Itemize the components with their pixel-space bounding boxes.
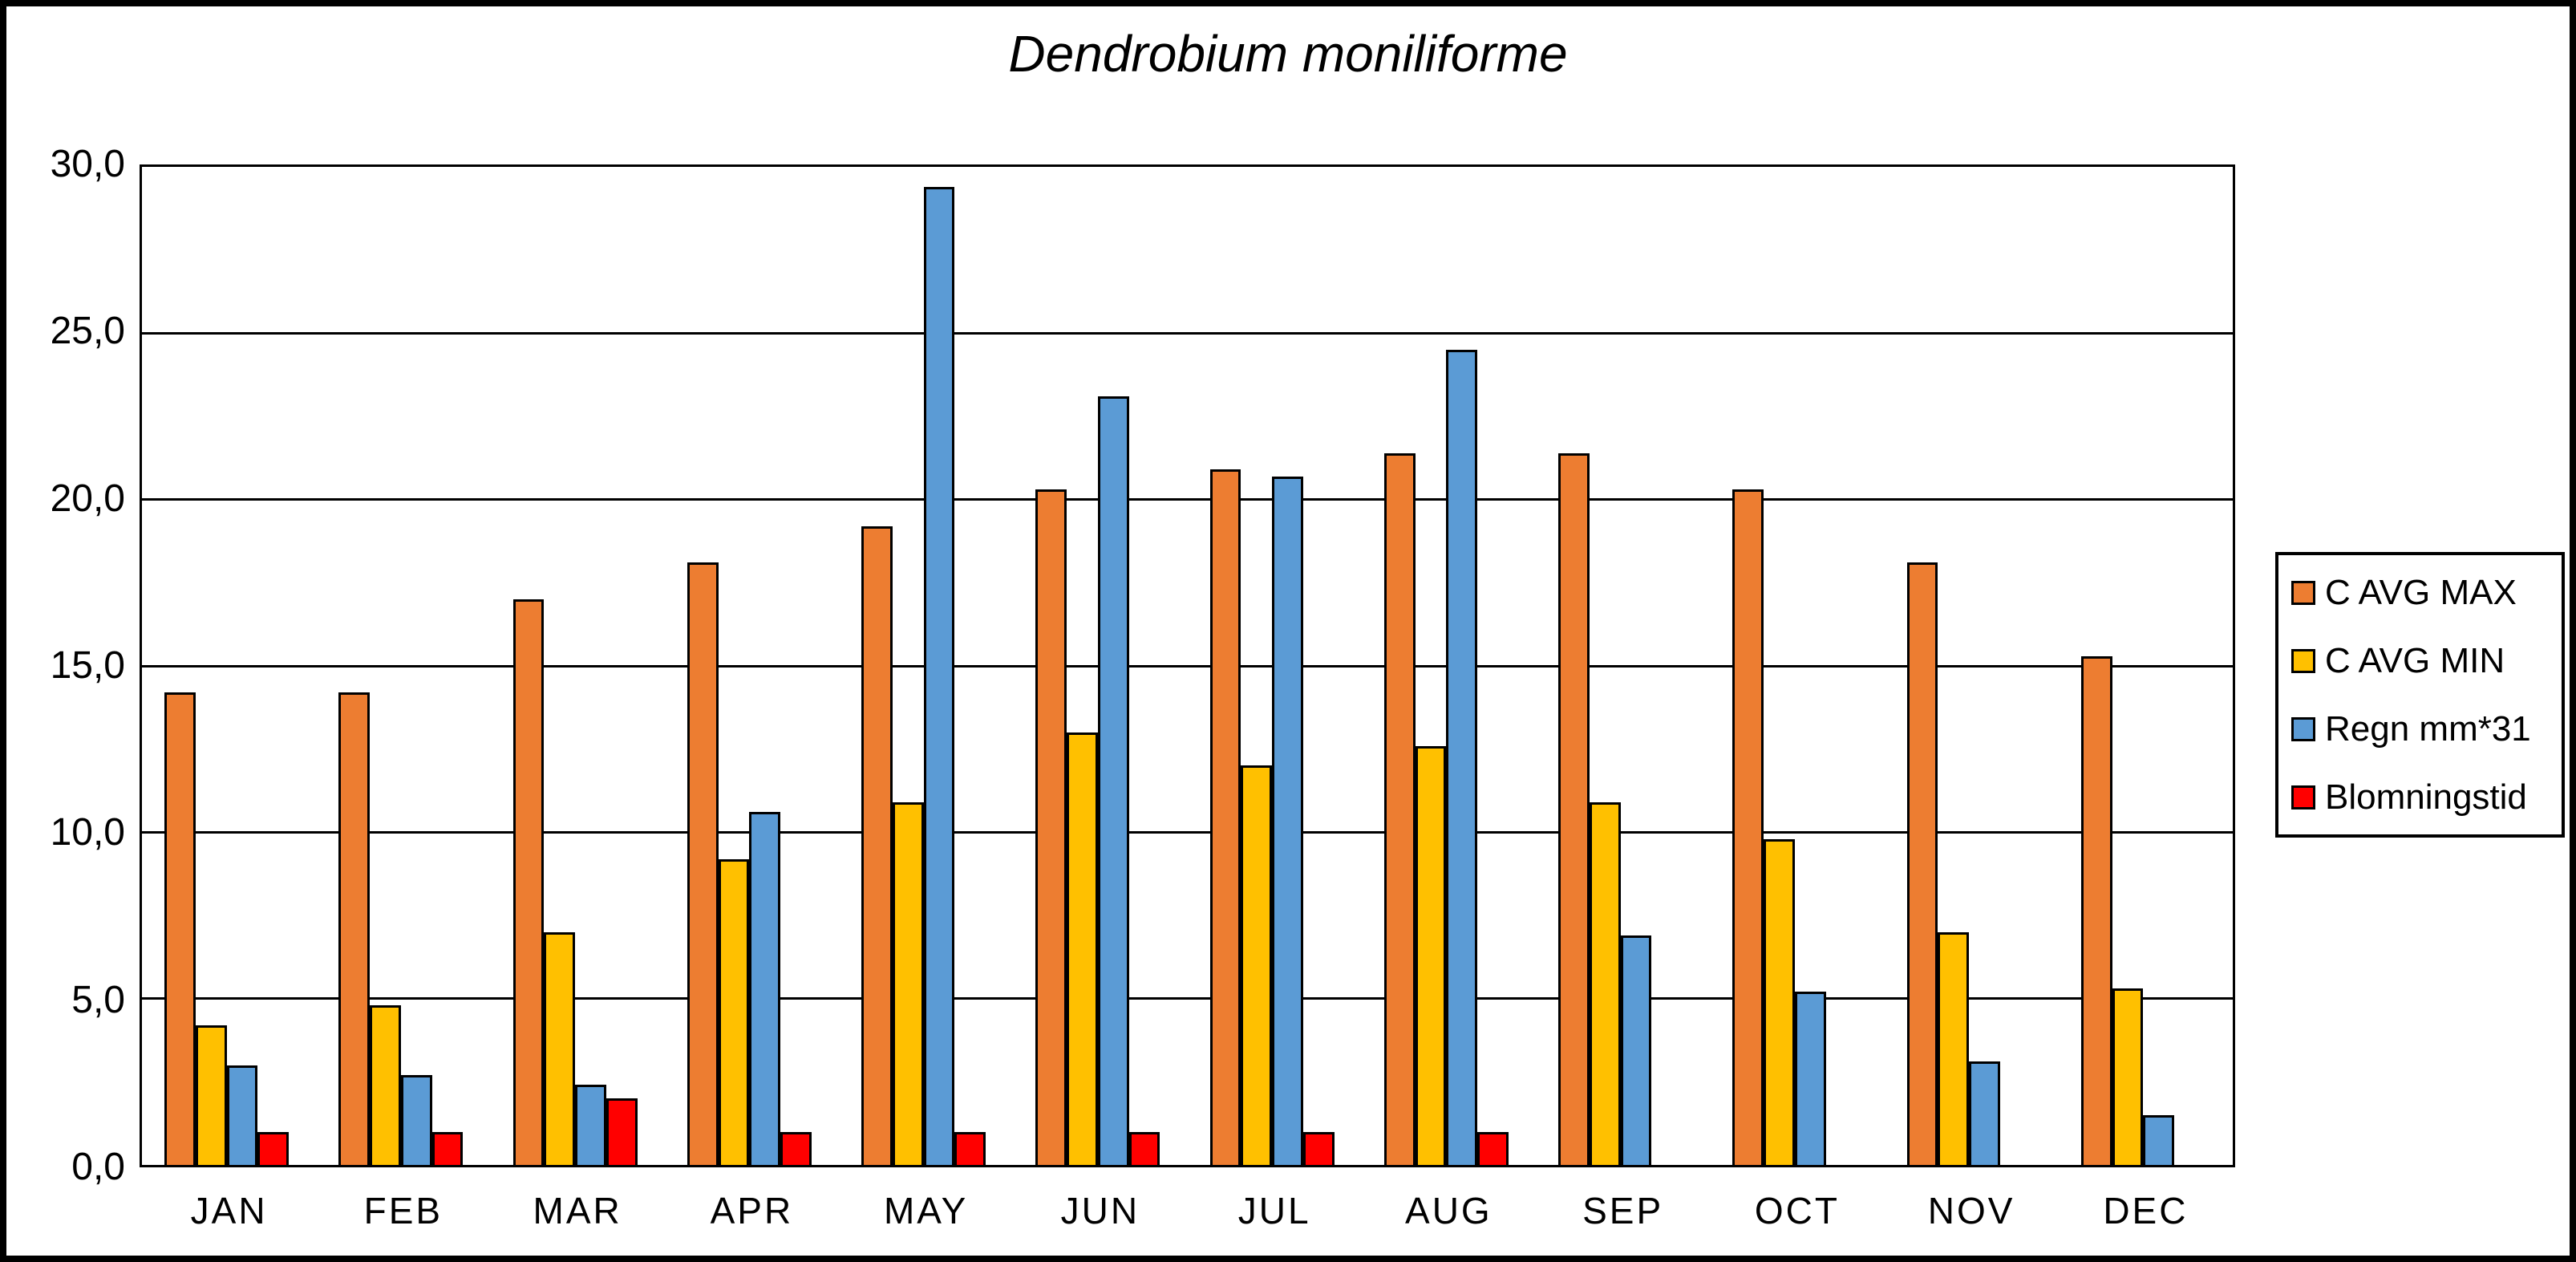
x-axis-month-label: JUL — [1237, 1190, 1311, 1232]
bar — [2143, 1114, 2175, 1165]
x-axis-month-label: FEB — [363, 1190, 444, 1232]
gridline — [142, 664, 2233, 668]
y-axis-tick-label: 20,0 — [50, 477, 125, 520]
gridline — [142, 830, 2233, 834]
legend-swatch — [2291, 648, 2315, 673]
bar — [687, 562, 719, 1165]
bar — [1620, 935, 1652, 1165]
bar — [1097, 396, 1129, 1165]
bar — [1241, 765, 1273, 1165]
bar — [164, 692, 196, 1165]
bar — [257, 1131, 290, 1165]
y-axis-tick-label: 5,0 — [71, 978, 125, 1021]
legend-item: Regn mm*31 — [2291, 708, 2562, 749]
bar — [575, 1085, 606, 1165]
bar — [431, 1131, 464, 1165]
legend: C AVG MAX C AVG MIN Regn mm*31 Blomningstid — [2275, 552, 2565, 838]
bar — [195, 1025, 227, 1165]
gridline — [142, 331, 2233, 335]
y-axis-tick-label: 15,0 — [50, 644, 125, 687]
legend-label: C AVG MIN — [2325, 640, 2505, 680]
x-axis-month-label: AUG — [1405, 1190, 1493, 1232]
bar — [1446, 350, 1478, 1165]
bar — [606, 1098, 638, 1165]
bar — [1302, 1131, 1335, 1165]
bar — [1035, 489, 1067, 1165]
legend-label: C AVG MAX — [2325, 572, 2517, 612]
x-axis-month-label: OCT — [1754, 1190, 1840, 1232]
bar — [1906, 562, 1938, 1165]
x-axis-month-label: DEC — [2103, 1190, 2189, 1232]
x-axis-month-label: NOV — [1927, 1190, 2015, 1232]
bar — [892, 802, 924, 1165]
bar — [1383, 452, 1416, 1165]
bar — [2112, 988, 2144, 1165]
bar — [923, 186, 955, 1165]
bar — [1558, 452, 1590, 1165]
bar — [338, 692, 371, 1165]
bar — [780, 1131, 812, 1165]
x-axis-month-label: SEP — [1582, 1190, 1664, 1232]
legend-item: C AVG MIN — [2291, 643, 2562, 679]
y-axis-tick-label: 25,0 — [50, 310, 125, 353]
bar — [1067, 732, 1098, 1165]
x-axis-month-label: JAN — [190, 1190, 268, 1232]
bar — [1477, 1131, 1509, 1165]
bar — [1732, 489, 1764, 1165]
bar — [544, 931, 576, 1165]
bar — [1415, 745, 1447, 1165]
legend-item: C AVG MAX — [2291, 572, 2562, 612]
bar — [1128, 1131, 1160, 1165]
bar — [1764, 838, 1795, 1165]
x-axis-month-label: MAY — [883, 1190, 969, 1232]
bar — [1794, 992, 1826, 1165]
bar — [954, 1131, 986, 1165]
legend-swatch — [2291, 785, 2315, 810]
bar — [861, 525, 893, 1165]
legend-swatch — [2291, 716, 2315, 741]
y-axis-tick-label: 0,0 — [71, 1146, 125, 1188]
chart-title: Dendrobium moniliforme — [1008, 25, 1568, 83]
bar — [512, 599, 545, 1165]
bar — [1938, 931, 1970, 1165]
bar — [1969, 1061, 2000, 1165]
bar — [749, 812, 781, 1165]
bar — [718, 858, 750, 1165]
bar — [1589, 802, 1621, 1165]
bar — [226, 1065, 258, 1165]
x-axis-month-label: MAR — [533, 1190, 622, 1232]
bar — [1272, 476, 1303, 1165]
plot-area — [140, 164, 2235, 1167]
legend-swatch — [2291, 580, 2315, 605]
y-axis-tick-label: 30,0 — [50, 143, 125, 185]
legend-item: Blomningstid — [2291, 777, 2562, 817]
bar — [2080, 655, 2112, 1165]
y-axis-tick-label: 10,0 — [50, 811, 125, 854]
gridline — [142, 498, 2233, 501]
bar — [370, 1004, 401, 1165]
legend-label: Blomningstid — [2325, 777, 2527, 817]
gridline — [142, 997, 2233, 1000]
x-axis-month-label: APR — [710, 1190, 794, 1232]
bar — [1209, 469, 1241, 1165]
bar — [400, 1075, 432, 1165]
x-axis-month-label: JUN — [1060, 1190, 1140, 1232]
legend-label: Regn mm*31 — [2325, 708, 2531, 749]
